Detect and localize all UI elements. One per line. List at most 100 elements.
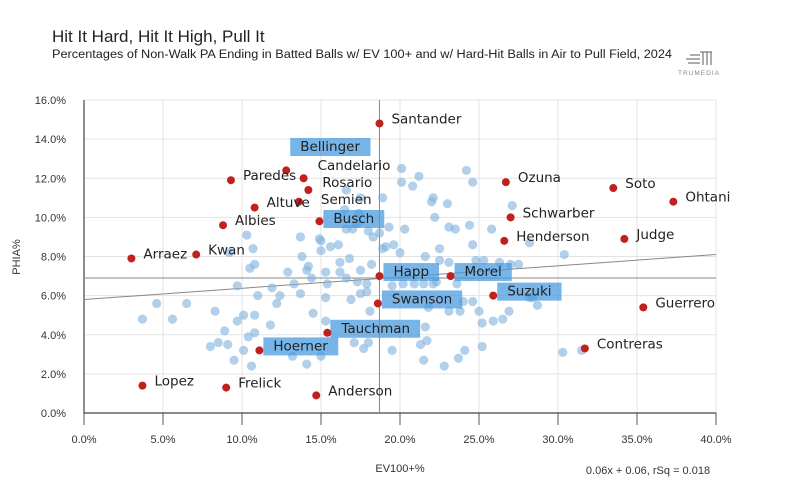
background-point xyxy=(182,298,192,309)
background-point xyxy=(302,359,312,369)
background-point xyxy=(420,322,430,332)
highlight-box xyxy=(323,210,385,228)
background-point xyxy=(243,332,253,342)
background-point xyxy=(238,345,249,355)
tick-labels: 0.0% 5.0% 10.0% 15.0% 20.0% 25.0% 30.0% 35.0% 40… xyxy=(35,95,732,446)
highlight-box xyxy=(454,263,512,282)
labeled-point xyxy=(315,217,324,226)
x-tick-label: 25.0% xyxy=(463,434,494,446)
background-point xyxy=(427,197,437,207)
background-point xyxy=(477,341,487,352)
background-point xyxy=(355,193,366,203)
point-label-swanson: Swanson xyxy=(392,291,452,307)
y-tick-label: 8.0% xyxy=(41,252,66,264)
background-point xyxy=(355,265,366,275)
y-tick-label: 14.0% xyxy=(35,134,66,146)
background-point xyxy=(333,240,343,250)
highlight-box xyxy=(263,337,339,356)
highlight-box xyxy=(497,282,562,301)
background-point xyxy=(316,246,326,256)
background-point xyxy=(245,263,255,273)
background-point xyxy=(381,242,391,252)
background-point xyxy=(295,232,306,242)
labeled-point xyxy=(294,197,303,206)
labeled-point xyxy=(219,221,228,230)
point-label-semien: Semien xyxy=(321,192,372,208)
background-point xyxy=(321,292,331,303)
background-point xyxy=(366,259,377,269)
background-point xyxy=(398,279,408,289)
highlight-box xyxy=(290,138,371,156)
point-label-hoerner: Hoerner xyxy=(273,338,328,354)
trendline-equation: 0.06x + 0.06, rSq = 0.018 xyxy=(586,465,710,477)
background-point xyxy=(335,267,345,277)
point-label-frelick: Frelick xyxy=(238,376,281,392)
background-point xyxy=(246,361,257,371)
background-point xyxy=(213,337,223,348)
background-point xyxy=(205,341,215,352)
background-point xyxy=(400,224,410,234)
background-point xyxy=(408,181,418,191)
background-point xyxy=(295,289,306,299)
highlight-boxes xyxy=(263,138,562,356)
point-label-tauchman: Tauchman xyxy=(340,321,410,337)
x-tick-label: 40.0% xyxy=(700,434,731,446)
y-tick-label: 2.0% xyxy=(41,369,66,381)
background-point xyxy=(558,347,568,357)
x-tick-label: 10.0% xyxy=(226,434,257,446)
background-point xyxy=(210,306,220,316)
labeled-point xyxy=(489,291,498,300)
background-point xyxy=(368,232,378,242)
point-label-anderson: Anderson xyxy=(328,383,392,399)
background-point xyxy=(488,316,498,326)
labeled-point xyxy=(250,203,259,212)
background-point xyxy=(419,355,429,365)
background-point xyxy=(283,267,293,277)
background-point xyxy=(344,253,355,264)
labeled-point xyxy=(375,272,384,281)
background-point xyxy=(477,318,487,328)
background-point xyxy=(346,294,356,305)
point-label-soto: Soto xyxy=(625,176,655,192)
point-label-guerrero: Guerrero xyxy=(655,295,715,311)
background-point xyxy=(420,251,430,262)
labeled-point xyxy=(312,391,321,400)
labeled-point xyxy=(282,166,291,175)
highlight-box xyxy=(381,290,463,309)
background-point xyxy=(250,310,260,320)
point-label-ohtani: Ohtani xyxy=(685,190,730,206)
background-points xyxy=(137,163,587,371)
labeled-point xyxy=(446,272,455,281)
labeled-point xyxy=(506,213,515,222)
background-point xyxy=(322,279,332,289)
trumedia-logo: TRUMEDIA xyxy=(678,51,719,77)
background-point xyxy=(289,279,299,289)
background-point xyxy=(321,316,331,326)
point-label-paredes: Paredes xyxy=(243,168,296,184)
background-point xyxy=(220,326,230,336)
background-point xyxy=(272,298,282,309)
point-label-altuve: Altuve xyxy=(267,195,310,211)
background-point xyxy=(460,345,470,355)
background-point xyxy=(532,300,543,311)
background-point xyxy=(430,212,440,222)
labeled-point xyxy=(639,303,648,312)
point-label-schwarber: Schwarber xyxy=(523,205,595,221)
background-point xyxy=(507,201,517,211)
background-point xyxy=(389,240,399,250)
highlight-box xyxy=(383,263,440,282)
x-tick-label: 15.0% xyxy=(305,434,336,446)
background-point xyxy=(419,279,429,289)
labeled-point xyxy=(226,176,235,185)
point-label-santander: Santander xyxy=(391,111,461,127)
chart-title: Hit It Hard, Hit It High, Pull It xyxy=(52,27,265,46)
background-point xyxy=(137,314,148,324)
point-label-bellinger: Bellinger xyxy=(300,139,360,155)
background-point xyxy=(238,310,249,320)
background-point xyxy=(479,255,489,266)
background-point xyxy=(275,291,285,301)
labeled-point xyxy=(304,185,313,194)
labeled-point xyxy=(580,344,589,353)
labeled-point xyxy=(222,383,231,392)
